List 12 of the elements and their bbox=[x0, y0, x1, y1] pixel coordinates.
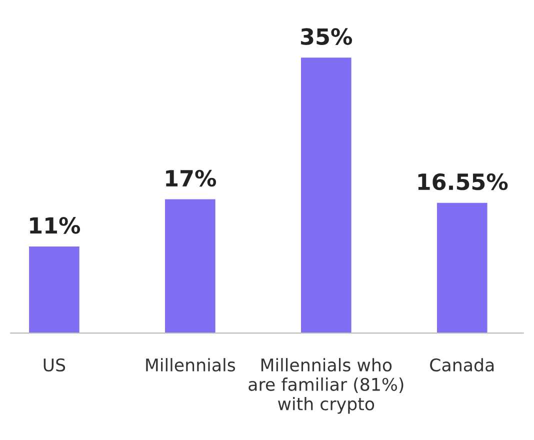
data-label: 16.55% bbox=[418, 173, 508, 190]
x-tick-label: Millennials who are familiar (81%) with crypto bbox=[248, 358, 404, 414]
x-tick-label: Canada bbox=[430, 358, 494, 372]
bar bbox=[436, 202, 488, 334]
x-tick-label: US bbox=[44, 358, 66, 372]
x-tick-label: Millennials bbox=[146, 358, 236, 372]
bar bbox=[300, 58, 352, 334]
data-label: 17% bbox=[166, 170, 216, 187]
data-label: 35% bbox=[301, 28, 352, 45]
bar bbox=[165, 199, 216, 334]
data-label: 11% bbox=[30, 217, 80, 234]
bar bbox=[29, 246, 80, 334]
